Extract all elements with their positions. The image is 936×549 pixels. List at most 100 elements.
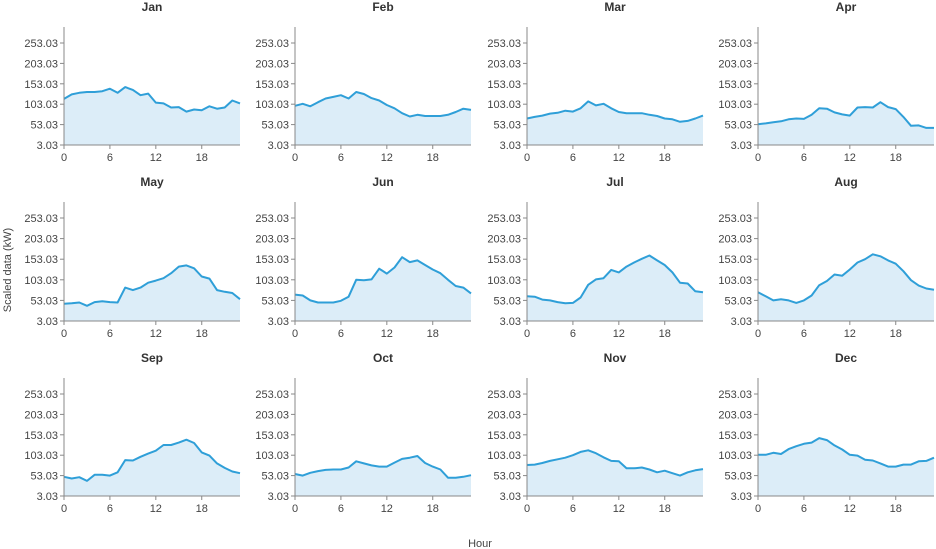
y-tick-label: 53.03 bbox=[724, 120, 752, 132]
panel-title: Feb bbox=[372, 0, 393, 14]
y-tick-label: 153.03 bbox=[487, 430, 521, 442]
series-line bbox=[294, 455, 472, 479]
x-tick-label: 12 bbox=[150, 503, 162, 515]
series-line bbox=[526, 254, 704, 305]
panel-jun: Jun 3.03 53.03 103.03 153.03 203.03 253.03 0 6 12… bbox=[255, 175, 472, 340]
panel-title: Jun bbox=[372, 175, 393, 189]
x-tick-label: 6 bbox=[338, 152, 344, 164]
x-tick-label: 0 bbox=[755, 328, 761, 340]
x-tick-label: 12 bbox=[381, 503, 393, 515]
y-tick-label: 3.03 bbox=[268, 140, 289, 152]
y-tick-label: 103.03 bbox=[718, 275, 752, 287]
x-tick-label: 12 bbox=[613, 152, 625, 164]
panel-title: Apr bbox=[836, 0, 857, 14]
y-tick-label: 103.03 bbox=[255, 99, 289, 111]
y-tick-label: 3.03 bbox=[500, 140, 521, 152]
series-line bbox=[757, 101, 934, 129]
x-tick-label: 18 bbox=[427, 152, 439, 164]
y-tick-label: 203.03 bbox=[255, 58, 289, 70]
x-tick-label: 18 bbox=[890, 152, 902, 164]
x-tick-label: 6 bbox=[801, 328, 807, 340]
x-tick-label: 0 bbox=[755, 152, 761, 164]
y-tick-label: 103.03 bbox=[24, 99, 58, 111]
y-tick-label: 53.03 bbox=[493, 295, 521, 307]
x-tick-label: 6 bbox=[107, 503, 113, 515]
y-tick-label: 53.03 bbox=[493, 471, 521, 483]
x-tick-label: 0 bbox=[524, 328, 530, 340]
y-tick-label: 3.03 bbox=[731, 491, 752, 503]
y-tick-label: 203.03 bbox=[24, 409, 58, 421]
y-tick-label: 153.03 bbox=[255, 430, 289, 442]
y-tick-label: 203.03 bbox=[718, 234, 752, 246]
y-tick-label: 253.03 bbox=[718, 213, 752, 225]
x-tick-label: 0 bbox=[292, 503, 298, 515]
y-tick-label: 153.03 bbox=[24, 79, 58, 91]
x-tick-label: 12 bbox=[613, 328, 625, 340]
panel-title: Jan bbox=[142, 0, 163, 14]
y-tick-label: 3.03 bbox=[731, 316, 752, 328]
y-tick-label: 253.03 bbox=[487, 213, 521, 225]
x-tick-label: 0 bbox=[755, 503, 761, 515]
x-tick-label: 12 bbox=[844, 328, 856, 340]
panel-title: Nov bbox=[604, 351, 627, 365]
x-tick-label: 6 bbox=[338, 328, 344, 340]
y-tick-label: 253.03 bbox=[487, 38, 521, 50]
y-tick-label: 253.03 bbox=[24, 213, 58, 225]
y-tick-label: 53.03 bbox=[261, 295, 289, 307]
series-line bbox=[526, 449, 704, 477]
panel-nov: Nov 3.03 53.03 103.03 153.03 203.03 253.03 0 6 12… bbox=[487, 351, 704, 515]
series-area bbox=[64, 439, 240, 496]
x-tick-label: 18 bbox=[659, 152, 671, 164]
y-tick-label: 153.03 bbox=[487, 79, 521, 91]
y-tick-label: 53.03 bbox=[724, 471, 752, 483]
x-tick-label: 12 bbox=[844, 503, 856, 515]
x-tick-label: 0 bbox=[61, 328, 67, 340]
x-axis-title: Hour bbox=[468, 538, 492, 549]
series-line bbox=[63, 86, 241, 113]
x-tick-label: 18 bbox=[890, 328, 902, 340]
panels-layer: Jan 3.03 53.03 103.03 153.03 203.03 253.03 0 6 12… bbox=[24, 0, 935, 515]
panel-title: May bbox=[140, 175, 164, 189]
y-tick-label: 153.03 bbox=[718, 254, 752, 266]
y-tick-label: 203.03 bbox=[487, 409, 521, 421]
series-line bbox=[526, 100, 704, 123]
panel-title: Sep bbox=[141, 351, 163, 365]
y-tick-label: 203.03 bbox=[718, 58, 752, 70]
y-tick-label: 3.03 bbox=[268, 491, 289, 503]
x-tick-label: 6 bbox=[107, 152, 113, 164]
y-tick-label: 103.03 bbox=[487, 275, 521, 287]
series-area bbox=[527, 255, 703, 321]
x-tick-label: 12 bbox=[613, 503, 625, 515]
y-tick-label: 203.03 bbox=[24, 234, 58, 246]
series-area bbox=[295, 257, 471, 321]
x-tick-label: 0 bbox=[61, 503, 67, 515]
x-tick-label: 0 bbox=[61, 152, 67, 164]
y-tick-label: 153.03 bbox=[487, 254, 521, 266]
y-tick-label: 153.03 bbox=[255, 254, 289, 266]
y-tick-label: 153.03 bbox=[255, 79, 289, 91]
y-tick-label: 203.03 bbox=[487, 234, 521, 246]
y-tick-label: 53.03 bbox=[261, 471, 289, 483]
series-area bbox=[758, 102, 934, 145]
series-area bbox=[758, 254, 934, 321]
series-area bbox=[295, 92, 471, 145]
y-tick-label: 3.03 bbox=[37, 316, 58, 328]
series-line bbox=[63, 438, 241, 482]
x-tick-label: 18 bbox=[659, 328, 671, 340]
x-tick-label: 6 bbox=[338, 503, 344, 515]
y-tick-label: 103.03 bbox=[24, 450, 58, 462]
x-tick-label: 6 bbox=[570, 328, 576, 340]
panel-title: Mar bbox=[604, 0, 626, 14]
y-tick-label: 3.03 bbox=[500, 316, 521, 328]
x-tick-label: 18 bbox=[196, 328, 208, 340]
y-tick-label: 253.03 bbox=[255, 213, 289, 225]
x-tick-label: 0 bbox=[524, 152, 530, 164]
y-tick-label: 3.03 bbox=[268, 316, 289, 328]
panel-mar: Mar 3.03 53.03 103.03 153.03 203.03 253.03 0 6 12… bbox=[487, 0, 704, 164]
panel-title: Dec bbox=[835, 351, 857, 365]
panel-jan: Jan 3.03 53.03 103.03 153.03 203.03 253.03 0 6 12… bbox=[24, 0, 241, 164]
panel-feb: Feb 3.03 53.03 103.03 153.03 203.03 253.03 0 6 12… bbox=[255, 0, 472, 164]
series-area bbox=[527, 450, 703, 496]
y-tick-label: 203.03 bbox=[255, 234, 289, 246]
